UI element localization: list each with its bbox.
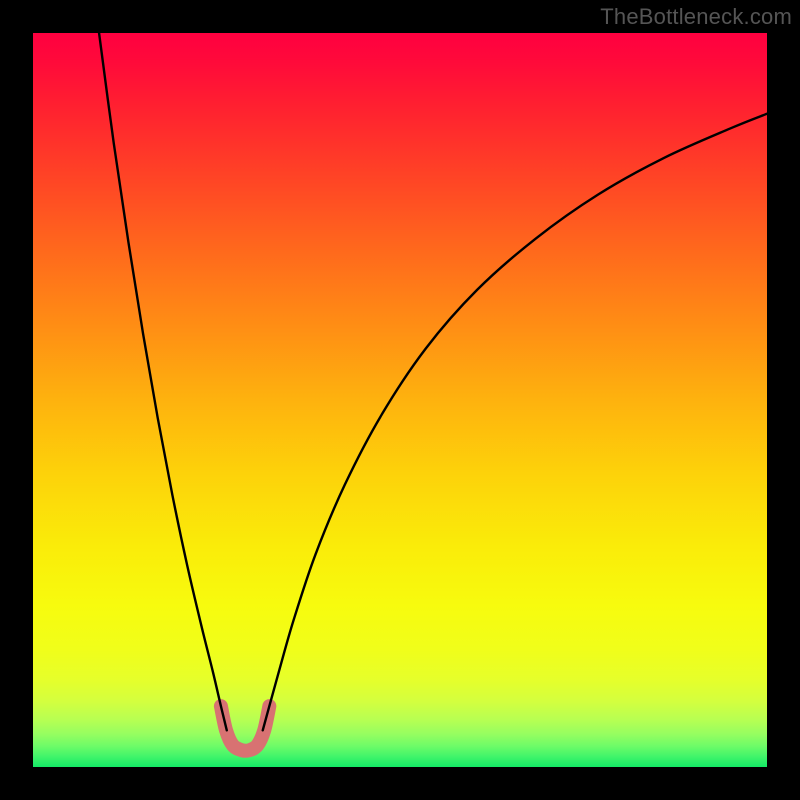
bottleneck-chart: [0, 0, 800, 800]
chart-gradient-background: [33, 33, 767, 767]
chart-root: TheBottleneck.com: [0, 0, 800, 800]
watermark-text: TheBottleneck.com: [600, 4, 792, 30]
